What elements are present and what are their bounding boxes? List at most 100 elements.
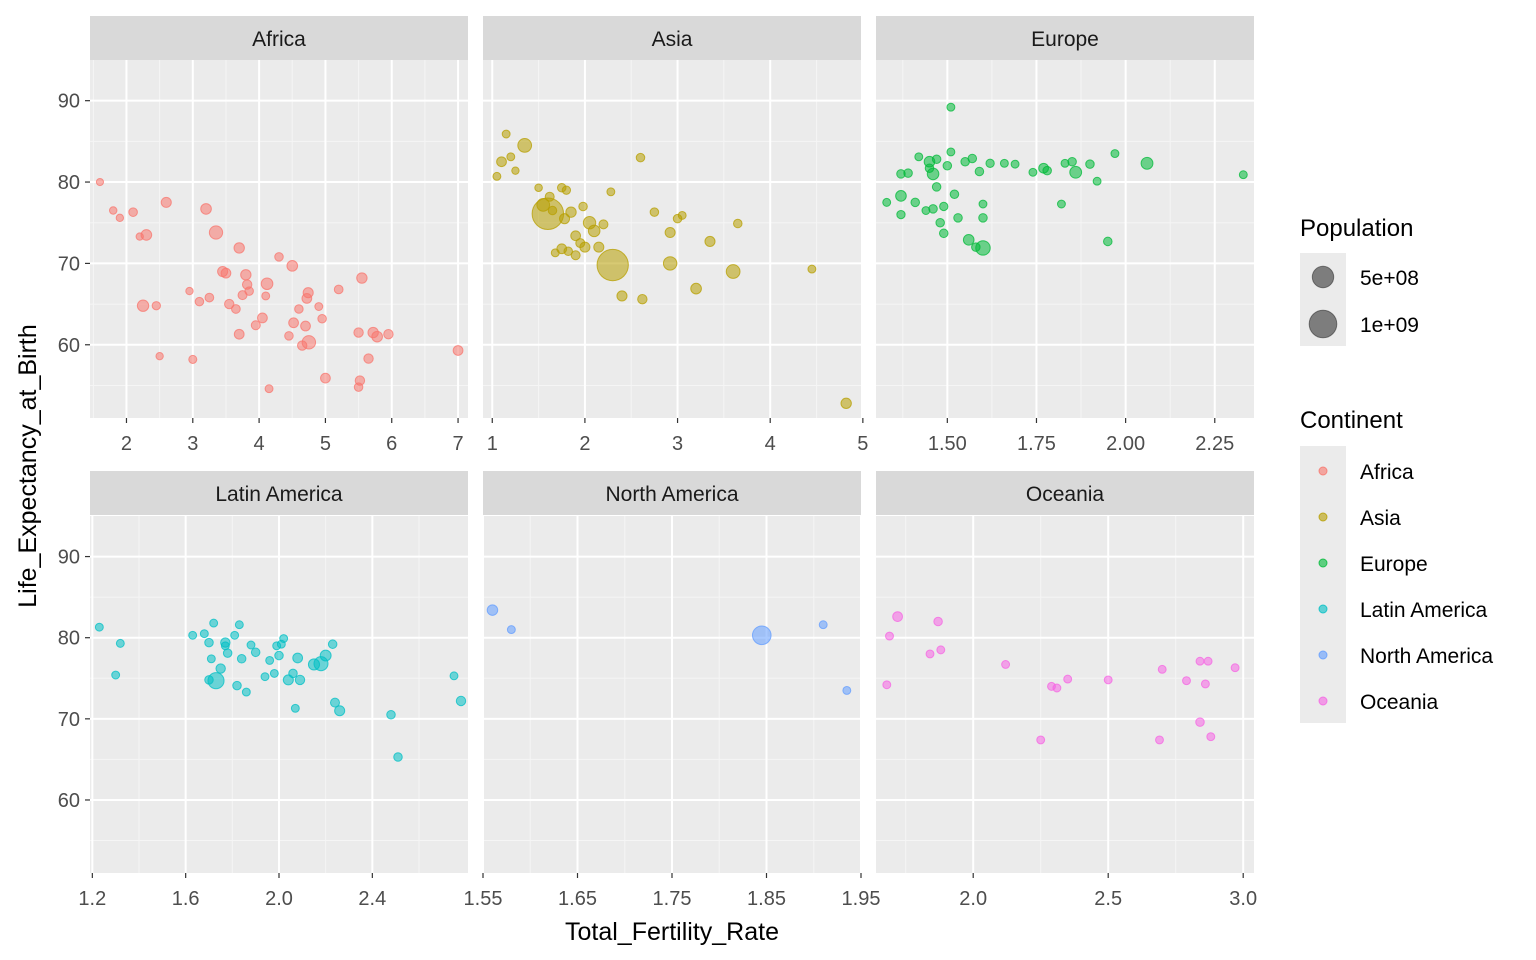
data-point-africa bbox=[108, 206, 118, 215]
legend-label-europe: Europe bbox=[1360, 553, 1428, 576]
data-point-europe bbox=[978, 199, 988, 209]
x-tick-label: 1.6 bbox=[172, 888, 200, 910]
data-point-europe bbox=[942, 161, 953, 171]
y-tick-label: 80 bbox=[58, 172, 80, 194]
data-point-africa bbox=[231, 304, 241, 314]
data-point-latin-america bbox=[274, 650, 284, 661]
legend-size-key bbox=[1311, 265, 1335, 289]
data-point-asia bbox=[544, 191, 555, 202]
x-tick-label: 1.75 bbox=[653, 888, 692, 910]
data-point-asia bbox=[496, 156, 507, 168]
data-point-latin-america bbox=[241, 687, 251, 697]
data-point-oceania bbox=[1001, 660, 1011, 669]
data-point-europe bbox=[896, 209, 906, 220]
panel-bg-africa bbox=[90, 60, 468, 418]
data-point-latin-america bbox=[111, 670, 121, 680]
data-point-asia bbox=[733, 218, 743, 229]
x-tick-label: 2.4 bbox=[358, 888, 386, 910]
data-point-asia bbox=[534, 183, 543, 193]
data-point-asia bbox=[565, 206, 577, 218]
data-point-latin-america bbox=[204, 637, 214, 648]
data-point-africa bbox=[302, 287, 314, 299]
data-point-europe bbox=[1110, 149, 1120, 159]
x-tick-label: 4 bbox=[765, 433, 776, 455]
data-point-europe bbox=[949, 189, 960, 200]
data-point-africa bbox=[136, 299, 150, 312]
data-point-latin-america bbox=[279, 634, 289, 643]
data-point-latin-america bbox=[455, 695, 467, 707]
panel-oceania: Oceania 2.0 2.5 3.0 bbox=[876, 471, 1257, 910]
data-point-asia bbox=[704, 235, 716, 247]
legend-population: Population 5e+08 1e+09 bbox=[1300, 215, 1419, 346]
strip-latin-america bbox=[90, 471, 468, 515]
legend-key-asia bbox=[1318, 512, 1328, 522]
data-point-africa bbox=[317, 313, 327, 324]
data-point-europe bbox=[928, 204, 938, 214]
strip-label-asia: Asia bbox=[652, 28, 693, 51]
panel-asia: Asia 1 2 3 4 5 bbox=[483, 16, 868, 455]
x-tick-label: 3 bbox=[672, 433, 683, 455]
data-point-oceania bbox=[1157, 664, 1167, 674]
strip-label-oceania: Oceania bbox=[1026, 483, 1105, 506]
data-point-africa bbox=[233, 328, 245, 340]
data-point-latin-america bbox=[230, 630, 240, 640]
data-point-europe bbox=[1056, 199, 1066, 209]
data-point-africa bbox=[224, 298, 235, 310]
strip-asia bbox=[483, 16, 861, 60]
data-point-north-america bbox=[486, 604, 499, 616]
legend-label-oceania: Oceania bbox=[1360, 691, 1439, 714]
data-point-asia bbox=[547, 205, 558, 216]
y-axis-title: Life_Expectancy_at_Birth bbox=[14, 324, 42, 608]
legend-continent-title: Continent bbox=[1300, 407, 1403, 434]
data-point-europe bbox=[1085, 159, 1095, 169]
x-tick-label: 2.00 bbox=[1106, 433, 1145, 455]
data-point-oceania bbox=[1200, 679, 1210, 689]
y-tick-label: 70 bbox=[58, 709, 80, 731]
data-point-europe bbox=[946, 147, 956, 157]
data-point-latin-america bbox=[292, 652, 304, 664]
data-point-africa bbox=[264, 384, 274, 394]
data-point-latin-america bbox=[449, 671, 459, 681]
data-point-asia bbox=[587, 224, 601, 238]
data-point-oceania bbox=[936, 645, 946, 655]
data-point-latin-america bbox=[206, 654, 216, 664]
data-point-asia bbox=[531, 197, 565, 231]
data-point-latin-america bbox=[222, 648, 233, 658]
data-point-europe bbox=[1028, 167, 1038, 177]
data-point-latin-america bbox=[115, 638, 125, 648]
strip-north-america bbox=[483, 471, 861, 515]
data-point-europe bbox=[985, 158, 995, 168]
data-point-latin-america bbox=[290, 703, 300, 713]
data-point-africa bbox=[240, 269, 252, 281]
data-point-latin-america bbox=[386, 710, 396, 720]
data-point-asia bbox=[664, 226, 676, 239]
data-point-africa bbox=[356, 272, 368, 284]
data-point-europe bbox=[931, 182, 942, 192]
data-point-africa bbox=[194, 296, 205, 307]
data-point-africa bbox=[314, 302, 324, 311]
data-point-africa bbox=[261, 291, 271, 301]
x-tick-label: 1.95 bbox=[842, 888, 881, 910]
data-point-latin-america bbox=[294, 674, 306, 686]
data-point-asia bbox=[511, 166, 520, 175]
data-point-africa bbox=[208, 225, 224, 240]
data-point-africa bbox=[284, 331, 294, 341]
data-point-latin-america bbox=[209, 618, 219, 628]
data-point-asia bbox=[517, 138, 533, 153]
data-point-africa bbox=[333, 284, 344, 295]
data-point-oceania bbox=[1063, 674, 1073, 684]
data-point-europe bbox=[895, 190, 907, 202]
legend-key-africa bbox=[1318, 466, 1328, 476]
x-tick-label: 7 bbox=[452, 433, 463, 455]
x-axis-title: Total_Fertility_Rate bbox=[565, 918, 779, 946]
data-point-latin-america bbox=[207, 672, 225, 690]
legend-key-europe bbox=[1318, 558, 1328, 568]
data-point-africa bbox=[301, 335, 317, 350]
data-point-africa bbox=[288, 317, 299, 329]
x-tick-label: 5 bbox=[320, 433, 331, 455]
data-point-latin-america bbox=[246, 640, 256, 650]
data-point-africa bbox=[160, 196, 172, 208]
data-point-asia bbox=[690, 282, 702, 295]
panels-layer: Africa 60 70 80 90 2 3 4 5 6 7 Asia 1 2 3 4 5 Europe 1.50 1… bbox=[58, 16, 1257, 910]
data-point-europe bbox=[1238, 170, 1248, 180]
